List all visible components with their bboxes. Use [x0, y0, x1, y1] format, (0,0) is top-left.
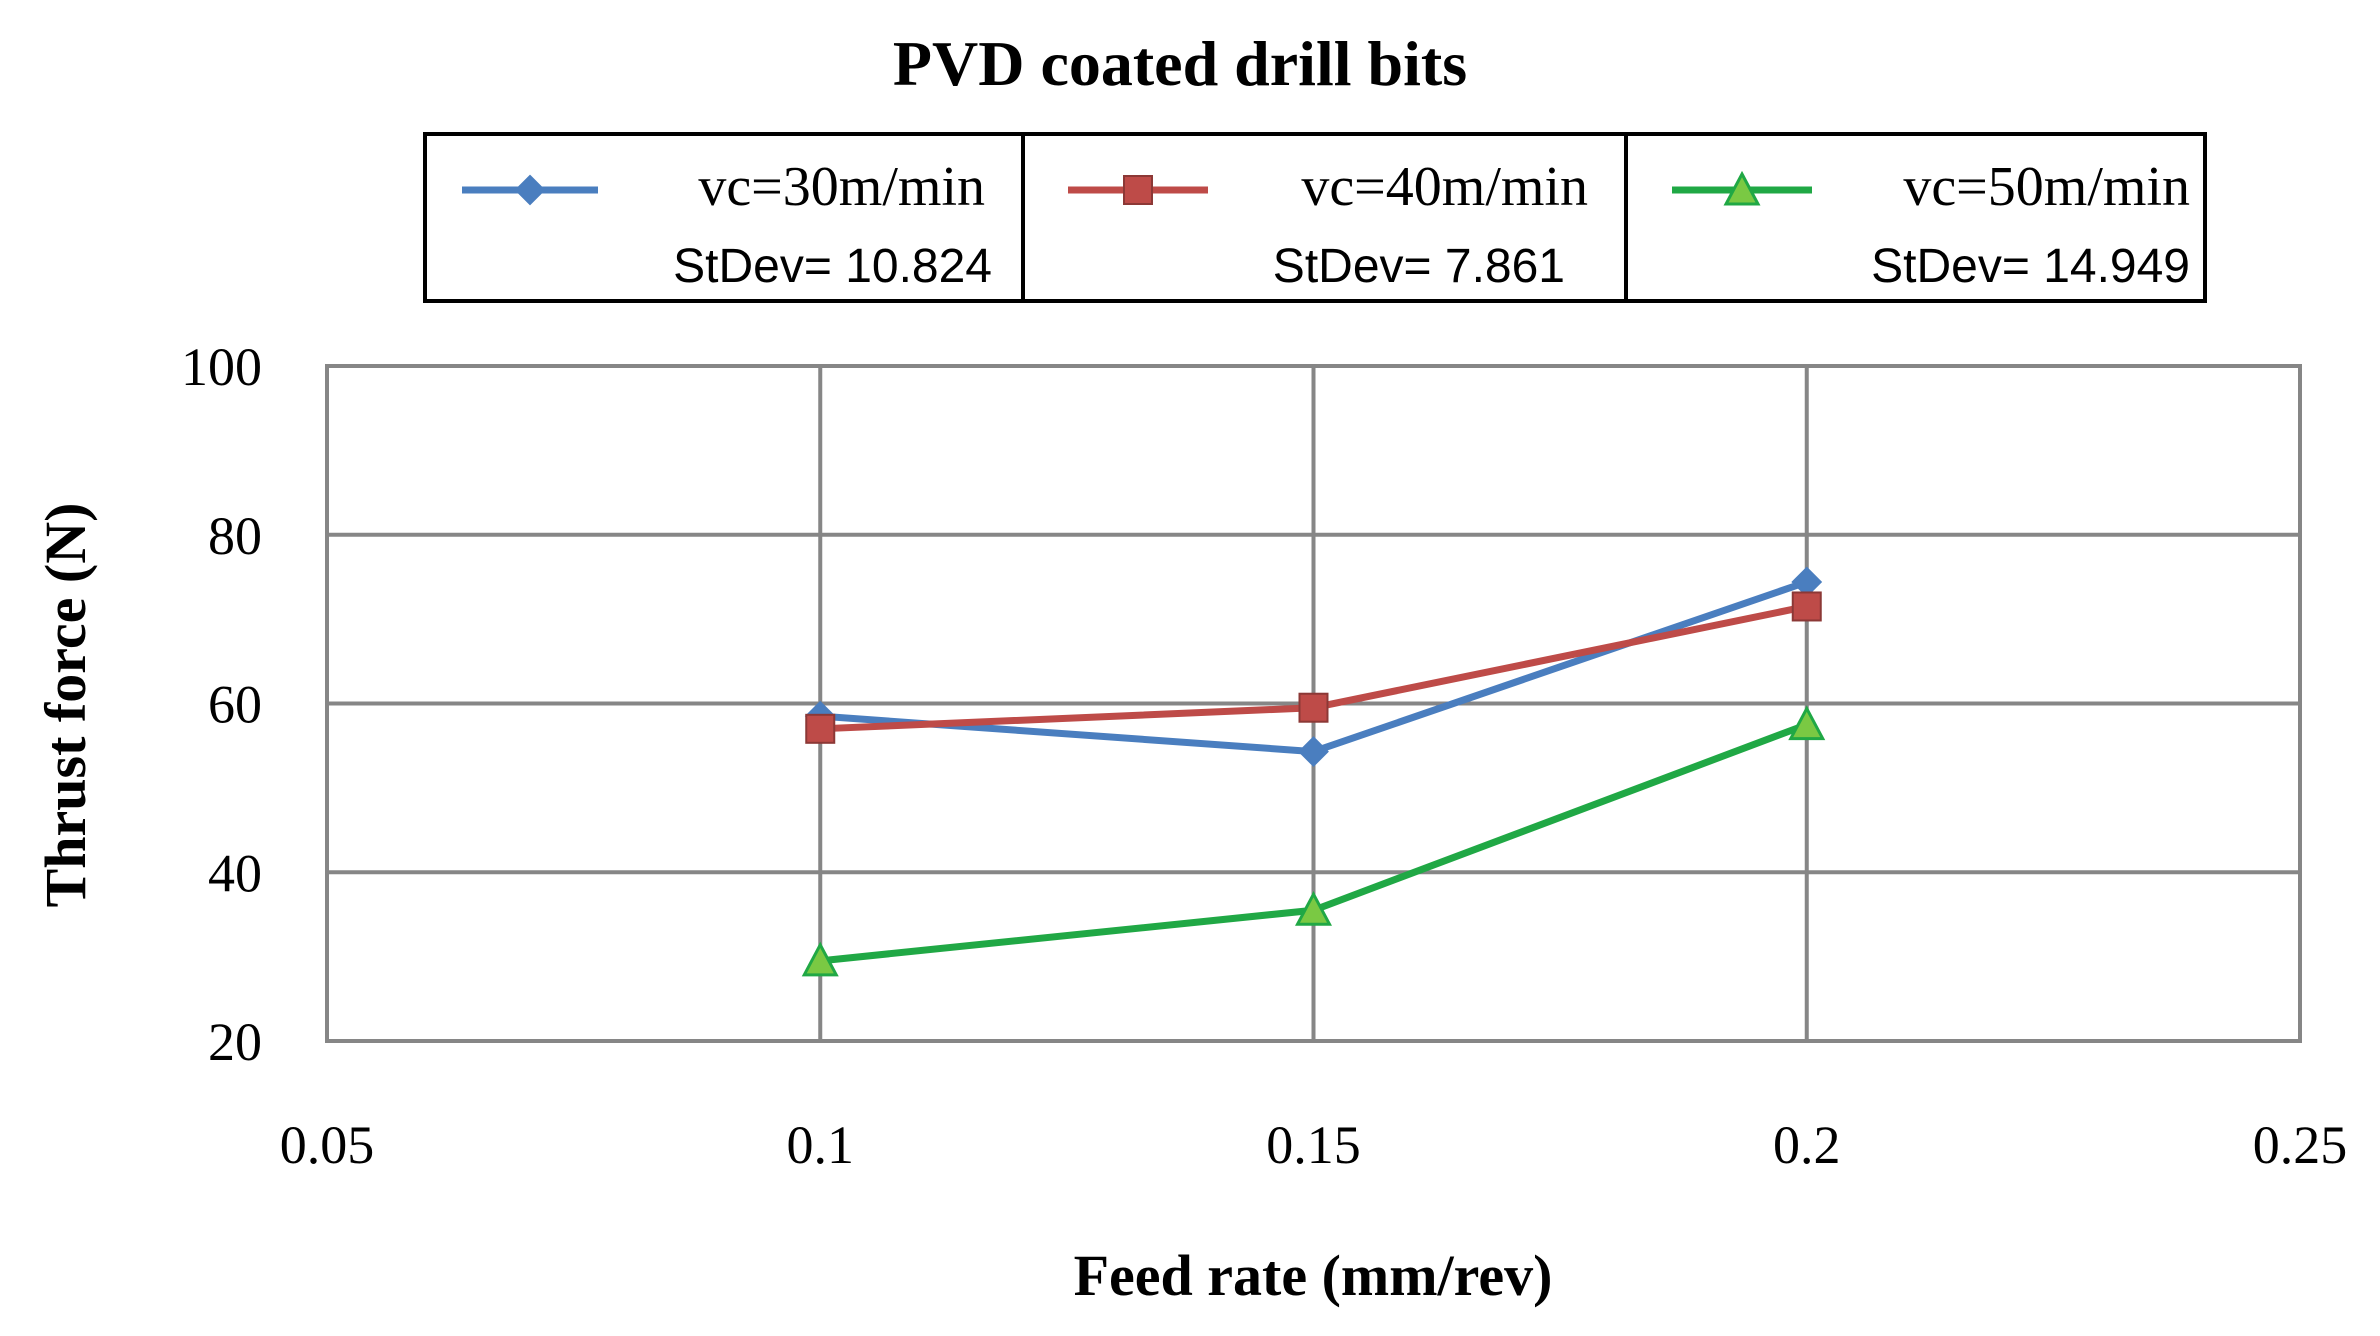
- legend-swatch-marker: [1123, 175, 1153, 205]
- y-axis-ticks: 20 40 60 80 100: [181, 337, 262, 1072]
- x-axis-label: Feed rate (mm/rev): [1074, 1243, 1553, 1308]
- legend-label-vc30: vc=30m/min: [698, 156, 985, 218]
- x-tick-label: 0.05: [280, 1115, 375, 1175]
- legend-frame: [423, 132, 2207, 303]
- y-tick-label: 80: [208, 506, 262, 566]
- x-tick-label: 0.1: [787, 1115, 855, 1175]
- data-point: [801, 941, 839, 977]
- data-point: [805, 713, 836, 744]
- legend: vc=30m/min StDev= 10.824 vc=40m/min StDe…: [423, 132, 2207, 303]
- legend-stdev-vc50: StDev= 14.949: [1871, 240, 2190, 293]
- legend-swatch-marker: [1723, 170, 1761, 206]
- legend-stdev-vc30: StDev= 10.824: [673, 240, 992, 293]
- y-tick-label: 40: [208, 843, 262, 903]
- x-tick-label: 0.15: [1266, 1115, 1361, 1175]
- data-point: [1298, 736, 1329, 768]
- y-tick-label: 20: [208, 1012, 262, 1072]
- y-axis-label: Thrust force (N): [33, 503, 98, 908]
- legend-label-vc40: vc=40m/min: [1301, 156, 1588, 218]
- data-point: [1791, 591, 1822, 622]
- chart-title: PVD coated drill bits: [893, 28, 1467, 99]
- x-tick-label: 0.2: [1773, 1115, 1841, 1175]
- y-tick-label: 60: [208, 675, 262, 735]
- y-tick-label: 100: [181, 337, 262, 397]
- data-point: [1788, 705, 1826, 741]
- series-markers: [801, 566, 1826, 977]
- x-tick-label: 0.25: [2253, 1115, 2348, 1175]
- data-point: [1298, 692, 1329, 723]
- legend-stdev-vc40: StDev= 7.861: [1273, 240, 1565, 293]
- data-point: [1295, 891, 1332, 926]
- legend-label-vc50: vc=50m/min: [1903, 156, 2190, 218]
- plot-area-frame: [325, 364, 2302, 1043]
- legend-swatch-marker: [514, 174, 546, 206]
- x-axis-ticks: 0.05 0.1 0.15 0.2 0.25: [280, 1115, 2348, 1175]
